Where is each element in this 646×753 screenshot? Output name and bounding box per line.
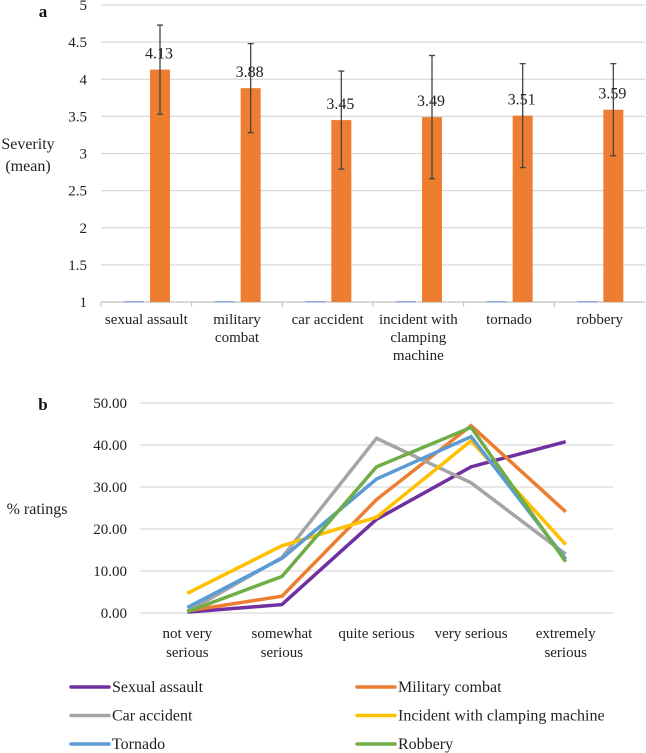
bar bbox=[150, 69, 170, 302]
y-tick-label: 1 bbox=[80, 295, 88, 311]
x-tick-label: sexual assault bbox=[105, 312, 189, 328]
x-tick-label: military combat bbox=[213, 312, 261, 346]
y-tick-label: 1.5 bbox=[68, 258, 87, 274]
legend-label: Incident with clamping machine bbox=[398, 708, 605, 725]
line-series-car-accident bbox=[186, 436, 567, 614]
bar-series-1 bbox=[396, 301, 416, 303]
x-tick-label: incident with clamping machine bbox=[379, 312, 458, 364]
data-label: 3.59 bbox=[598, 86, 626, 103]
data-label: 3.45 bbox=[326, 96, 354, 113]
bar-series-1 bbox=[305, 301, 326, 303]
x-tick-label: quite serious bbox=[338, 626, 414, 642]
x-tick-label: somewhat serious bbox=[251, 626, 313, 661]
legend-label: Sexual assault bbox=[112, 679, 204, 696]
y-tick-label: 2 bbox=[80, 221, 88, 237]
y-tick-label: 2.5 bbox=[68, 184, 87, 200]
x-tick-label: extremely serious bbox=[536, 626, 596, 661]
y-tick-label: 5 bbox=[80, 0, 88, 14]
line-series-incident-with-clamping-machine bbox=[186, 438, 567, 595]
bar bbox=[422, 117, 442, 303]
panel-label-b: b bbox=[38, 395, 47, 414]
legend-label: Military combat bbox=[398, 679, 502, 696]
y-tick-label: 3.5 bbox=[68, 109, 87, 125]
y-tick-label: 10.00 bbox=[93, 564, 127, 580]
x-tick-label: very serious bbox=[435, 626, 508, 642]
bar-series-1 bbox=[214, 301, 235, 303]
bar-series-1 bbox=[577, 301, 598, 303]
data-label: 3.51 bbox=[508, 92, 536, 109]
bar bbox=[331, 120, 352, 303]
x-tick-label: tornado bbox=[486, 312, 532, 328]
y-tick-label: 30.00 bbox=[93, 480, 127, 496]
y-tick-label: 3 bbox=[80, 147, 88, 163]
y-tick-label: 4.5 bbox=[68, 35, 87, 51]
legend-label: Tornado bbox=[112, 736, 165, 753]
x-tick-label: not very serious bbox=[163, 626, 213, 661]
y-tick-label: 4 bbox=[80, 72, 88, 88]
bar bbox=[512, 115, 533, 302]
data-label: 4.13 bbox=[145, 46, 173, 63]
y-tick-label: 20.00 bbox=[93, 522, 127, 538]
y-tick-label: 0.00 bbox=[101, 606, 127, 622]
y-axis-label: Severity (mean) bbox=[1, 136, 54, 175]
x-tick-label: car accident bbox=[292, 312, 365, 328]
bar-series-1 bbox=[486, 301, 507, 303]
y-tick-label: 50.00 bbox=[93, 396, 127, 412]
data-label: 3.49 bbox=[417, 93, 445, 110]
data-label: 3.88 bbox=[236, 64, 264, 81]
panel-label-a: a bbox=[39, 2, 48, 21]
bar bbox=[603, 109, 624, 302]
bar-series-1 bbox=[124, 301, 144, 303]
legend-label: Robbery bbox=[398, 736, 453, 753]
bar bbox=[240, 88, 261, 302]
y-axis-label: % ratings bbox=[7, 501, 68, 518]
x-tick-label: robbery bbox=[576, 312, 623, 328]
y-tick-label: 40.00 bbox=[93, 438, 127, 454]
legend-label: Car accident bbox=[112, 708, 193, 725]
